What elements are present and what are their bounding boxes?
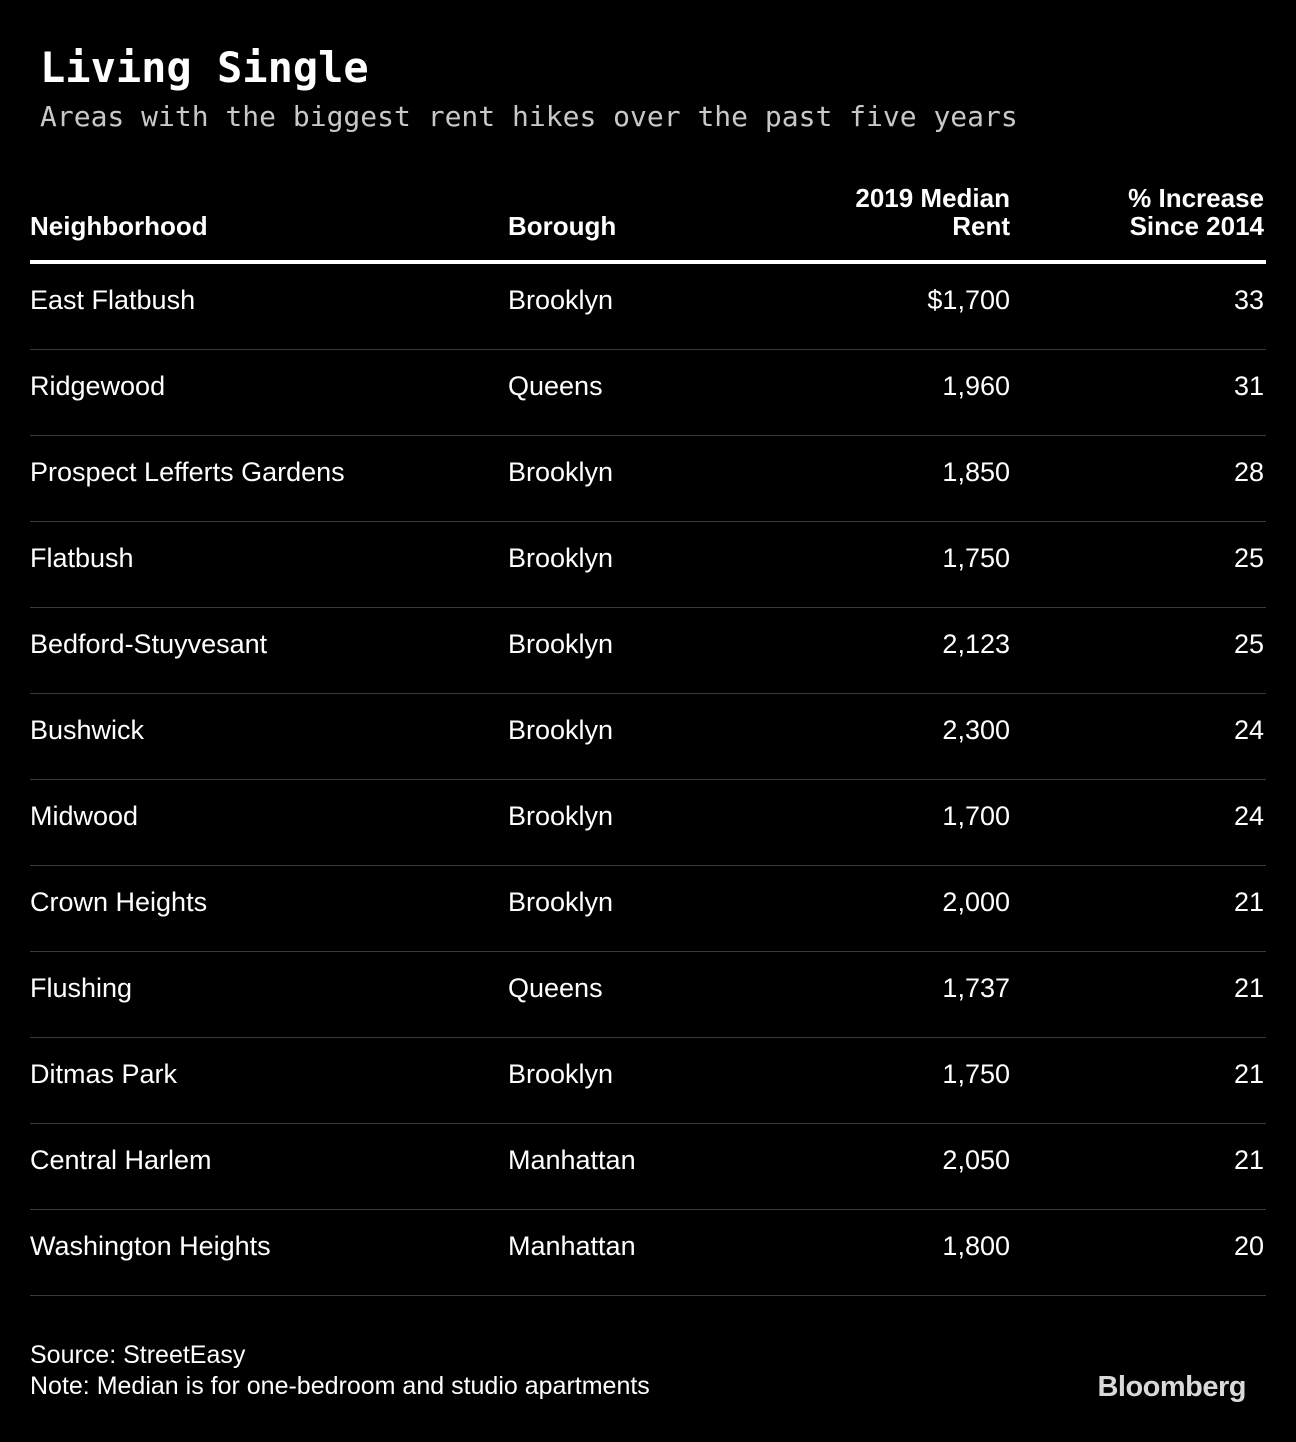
cell-neighborhood: Central Harlem	[30, 1145, 212, 1175]
cell-pct-increase: 21	[1233, 887, 1264, 917]
cell-neighborhood: Washington Heights	[30, 1231, 271, 1261]
cell-pct-increase: 21	[1233, 1059, 1264, 1089]
table-row: Crown Heights Brooklyn 2,000 21	[30, 866, 1266, 952]
table-row: East Flatbush Brooklyn $1,700 33	[30, 264, 1266, 350]
table-row: Ridgewood Queens 1,960 31	[30, 350, 1266, 436]
cell-neighborhood: Bushwick	[30, 715, 145, 745]
table-header: Neighborhood Borough 2019 Median Rent % …	[30, 180, 1266, 264]
cell-pct-increase: 21	[1233, 973, 1264, 1003]
cell-pct-increase: 20	[1233, 1231, 1264, 1261]
rent-table: Neighborhood Borough 2019 Median Rent % …	[30, 180, 1266, 1296]
cell-borough: Brooklyn	[508, 715, 614, 745]
chart-title: Living Single	[40, 43, 369, 92]
bloomberg-logo: Bloomberg	[1097, 1371, 1246, 1403]
cell-median-rent: 1,800	[942, 1231, 1010, 1261]
cell-median-rent: 1,737	[942, 973, 1010, 1003]
cell-pct-increase: 24	[1233, 715, 1264, 745]
cell-borough: Manhattan	[508, 1145, 636, 1175]
cell-median-rent: 1,960	[942, 371, 1010, 401]
cell-median-rent: 1,700	[942, 801, 1010, 831]
cell-median-rent: 2,050	[942, 1145, 1010, 1175]
cell-neighborhood: Midwood	[30, 801, 139, 831]
table-row: Washington Heights Manhattan 1,800 20	[30, 1210, 1266, 1296]
header-pct-increase-line2: Since 2014	[1129, 211, 1264, 241]
table-row: Central Harlem Manhattan 2,050 21	[30, 1124, 1266, 1210]
header-median-rent: 2019 Median Rent	[855, 184, 1010, 240]
table-row: Prospect Lefferts Gardens Brooklyn 1,850 28	[30, 436, 1266, 522]
table-row: Midwood Brooklyn 1,700 24	[30, 780, 1266, 866]
cell-pct-increase: 28	[1233, 457, 1264, 487]
cell-borough: Brooklyn	[508, 887, 614, 917]
cell-neighborhood: Ridgewood	[30, 371, 166, 401]
cell-borough: Brooklyn	[508, 543, 614, 573]
chart-subtitle: Areas with the biggest rent hikes over t…	[40, 100, 1018, 133]
cell-median-rent: 2,000	[942, 887, 1010, 917]
cell-borough: Brooklyn	[508, 285, 614, 315]
cell-borough: Queens	[508, 371, 603, 401]
table-row: Bushwick Brooklyn 2,300 24	[30, 694, 1266, 780]
cell-median-rent: $1,700	[927, 285, 1010, 315]
cell-neighborhood: Crown Heights	[30, 887, 208, 917]
cell-borough: Brooklyn	[508, 457, 614, 487]
cell-median-rent: 1,750	[942, 543, 1010, 573]
cell-pct-increase: 25	[1233, 543, 1264, 573]
header-neighborhood: Neighborhood	[30, 211, 208, 241]
cell-borough: Brooklyn	[508, 801, 614, 831]
cell-median-rent: 1,850	[942, 457, 1010, 487]
cell-pct-increase: 24	[1233, 801, 1264, 831]
cell-pct-increase: 33	[1233, 285, 1264, 315]
table-row: Ditmas Park Brooklyn 1,750 21	[30, 1038, 1266, 1124]
cell-median-rent: 1,750	[942, 1059, 1010, 1089]
cell-neighborhood: Prospect Lefferts Gardens	[30, 457, 345, 487]
header-median-rent-line2: Rent	[952, 211, 1010, 241]
header-borough: Borough	[508, 211, 617, 241]
cell-median-rent: 2,300	[942, 715, 1010, 745]
methodology-note: Note: Median is for one-bedroom and stud…	[30, 1372, 650, 1400]
cell-neighborhood: Flatbush	[30, 543, 134, 573]
cell-pct-increase: 25	[1233, 629, 1264, 659]
header-pct-increase-line1: % Increase	[1128, 183, 1264, 213]
cell-neighborhood: Ditmas Park	[30, 1059, 178, 1089]
cell-borough: Queens	[508, 973, 603, 1003]
chart-footer: Source: StreetEasy Note: Median is for o…	[30, 1340, 650, 1402]
header-median-rent-line1: 2019 Median	[855, 183, 1010, 213]
table-row: Flatbush Brooklyn 1,750 25	[30, 522, 1266, 608]
cell-neighborhood: Flushing	[30, 973, 133, 1003]
source-note: Source: StreetEasy	[30, 1341, 246, 1369]
cell-pct-increase: 31	[1233, 371, 1264, 401]
cell-neighborhood: East Flatbush	[30, 285, 196, 315]
table-body: East Flatbush Brooklyn $1,700 33 Ridgewood Qu…	[30, 264, 1266, 1296]
cell-borough: Brooklyn	[508, 1059, 614, 1089]
cell-borough: Manhattan	[508, 1231, 636, 1261]
header-pct-increase: % Increase Since 2014	[1128, 184, 1264, 240]
cell-neighborhood: Bedford-Stuyvesant	[30, 629, 268, 659]
table-row: Flushing Queens 1,737 21	[30, 952, 1266, 1038]
cell-median-rent: 2,123	[942, 629, 1010, 659]
cell-pct-increase: 21	[1233, 1145, 1264, 1175]
cell-borough: Brooklyn	[508, 629, 614, 659]
table-row: Bedford-Stuyvesant Brooklyn 2,123 25	[30, 608, 1266, 694]
